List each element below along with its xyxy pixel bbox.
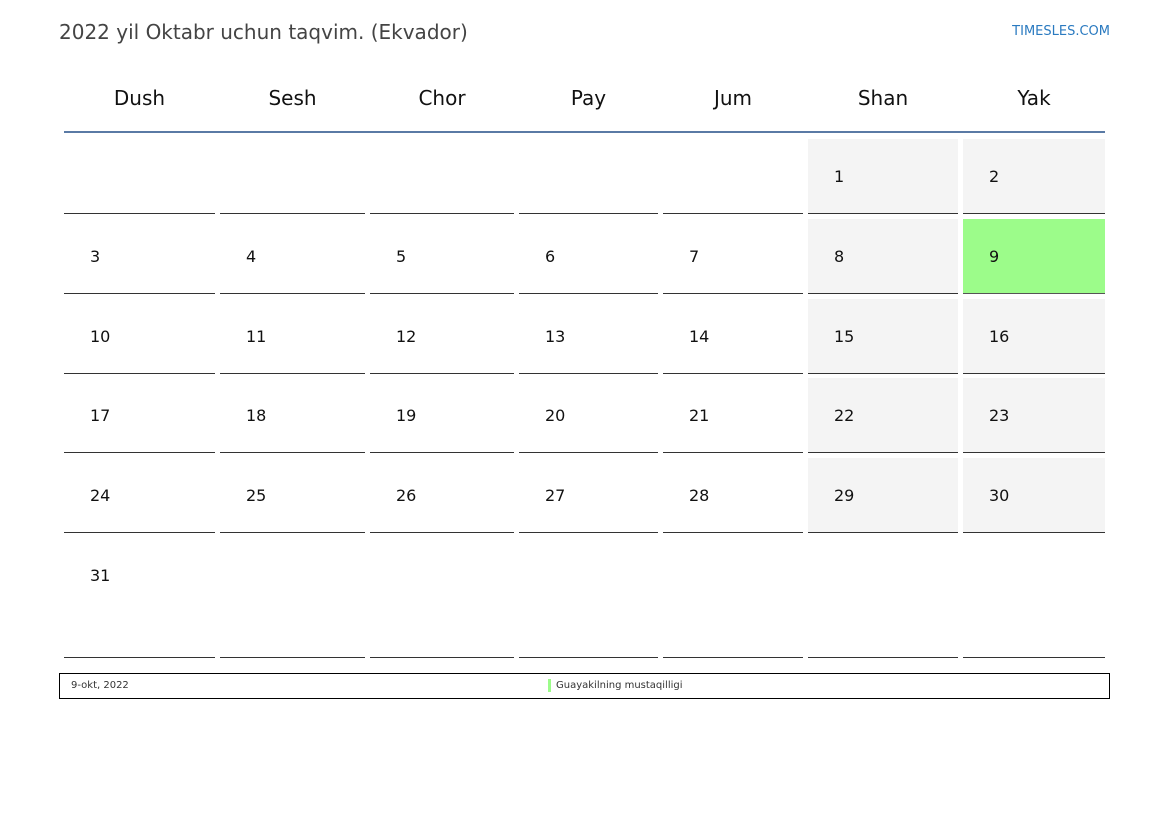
day-number: 11 (246, 327, 267, 346)
day-cell[interactable]: 19 (370, 378, 514, 453)
empty-cell (519, 538, 658, 658)
day-cell[interactable]: 31 (64, 538, 215, 658)
header-divider (64, 131, 1105, 133)
day-cell[interactable]: 24 (64, 458, 215, 533)
holiday-name: Guayakilning mustaqilligi (556, 680, 683, 691)
day-number: 13 (545, 327, 566, 346)
empty-cell (220, 538, 365, 658)
empty-cell (519, 139, 658, 214)
day-cell[interactable]: 30 (963, 458, 1105, 533)
empty-cell (370, 538, 514, 658)
day-cell[interactable]: 1 (808, 139, 958, 214)
page-title: 2022 yil Oktabr uchun taqvim. (Ekvador) (59, 20, 468, 44)
day-cell[interactable]: 18 (220, 378, 365, 453)
day-number: 4 (246, 247, 257, 266)
holiday-color-marker (548, 679, 551, 692)
empty-cell (808, 538, 958, 658)
empty-cell (370, 139, 514, 214)
day-cell[interactable]: 4 (220, 219, 365, 294)
day-number: 8 (834, 247, 845, 266)
empty-cell (663, 139, 803, 214)
empty-cell (663, 538, 803, 658)
day-cell[interactable]: 26 (370, 458, 514, 533)
day-cell[interactable]: 15 (808, 299, 958, 374)
day-cell[interactable]: 23 (963, 378, 1105, 453)
day-cell[interactable]: 16 (963, 299, 1105, 374)
day-cell[interactable]: 21 (663, 378, 803, 453)
day-cell[interactable]: 7 (663, 219, 803, 294)
day-number: 14 (689, 327, 710, 346)
day-number: 7 (689, 247, 700, 266)
empty-cell (220, 139, 365, 214)
day-number: 18 (246, 406, 267, 425)
day-cell[interactable]: 25 (220, 458, 365, 533)
day-number: 16 (989, 327, 1010, 346)
day-cell[interactable]: 6 (519, 219, 658, 294)
weekday-pay: Pay (570, 86, 607, 110)
holiday-legend: 9-okt, 2022 Guayakilning mustaqilligi (59, 673, 1110, 699)
day-cell[interactable]: 5 (370, 219, 514, 294)
day-cell[interactable]: 10 (64, 299, 215, 374)
day-number: 28 (689, 486, 710, 505)
day-cell[interactable]: 8 (808, 219, 958, 294)
day-number: 10 (90, 327, 111, 346)
day-number: 19 (396, 406, 417, 425)
day-number: 5 (396, 247, 407, 266)
day-cell[interactable]: 11 (220, 299, 365, 374)
day-number: 31 (90, 566, 111, 585)
day-number: 30 (989, 486, 1010, 505)
day-number: 22 (834, 406, 855, 425)
day-cell[interactable]: 29 (808, 458, 958, 533)
day-cell[interactable]: 20 (519, 378, 658, 453)
day-cell[interactable]: 12 (370, 299, 514, 374)
day-number: 15 (834, 327, 855, 346)
day-number: 1 (834, 167, 845, 186)
weekday-yak: Yak (1017, 86, 1051, 110)
empty-cell (963, 538, 1105, 658)
day-number: 24 (90, 486, 111, 505)
day-cell[interactable]: 22 (808, 378, 958, 453)
day-number: 27 (545, 486, 566, 505)
weekday-sesh: Sesh (268, 86, 317, 110)
day-cell[interactable]: 9 (963, 219, 1105, 294)
day-number: 21 (689, 406, 710, 425)
holiday-date: 9-okt, 2022 (71, 680, 129, 691)
day-cell[interactable]: 2 (963, 139, 1105, 214)
day-number: 20 (545, 406, 566, 425)
day-cell[interactable]: 17 (64, 378, 215, 453)
weekday-jum: Jum (713, 86, 753, 110)
weekday-shan: Shan (857, 86, 909, 110)
day-number: 25 (246, 486, 267, 505)
brand-link[interactable]: TIMESLES.COM (1012, 24, 1110, 39)
day-number: 23 (989, 406, 1010, 425)
day-number: 9 (989, 247, 1000, 266)
day-cell[interactable]: 13 (519, 299, 658, 374)
day-number: 3 (90, 247, 101, 266)
day-cell[interactable]: 3 (64, 219, 215, 294)
weekday-dush: Dush (113, 86, 166, 110)
day-cell[interactable]: 14 (663, 299, 803, 374)
day-number: 29 (834, 486, 855, 505)
day-number: 12 (396, 327, 417, 346)
day-cell[interactable]: 27 (519, 458, 658, 533)
weekday-chor: Chor (418, 86, 466, 110)
day-number: 6 (545, 247, 556, 266)
day-number: 26 (396, 486, 417, 505)
day-number: 17 (90, 406, 111, 425)
day-cell[interactable]: 28 (663, 458, 803, 533)
empty-cell (64, 139, 215, 214)
day-number: 2 (989, 167, 1000, 186)
